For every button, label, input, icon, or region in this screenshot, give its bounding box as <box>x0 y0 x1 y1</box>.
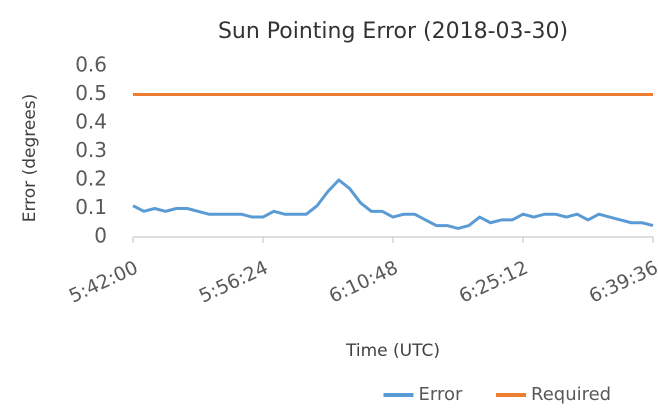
x-tick-label: 5:56:24 <box>196 257 272 308</box>
y-axis-label: Error (degrees) <box>20 94 40 223</box>
y-tick-label: 0.2 <box>75 167 107 191</box>
chart-title: Sun Pointing Error (2018-03-30) <box>218 19 568 44</box>
y-tick-label: 0.6 <box>75 53 107 77</box>
x-axis-label: Time (UTC) <box>345 341 440 361</box>
y-tick-label: 0.1 <box>75 195 107 219</box>
x-tick-label: 5:42:00 <box>66 257 142 308</box>
y-tick-label: 0.5 <box>75 81 107 105</box>
x-tick-label: 6:39:36 <box>586 257 658 308</box>
legend-label: Error <box>419 384 463 405</box>
series-line <box>132 178 654 230</box>
x-tick-label: 6:25:12 <box>456 257 532 308</box>
x-tick-label: 6:10:48 <box>326 257 402 308</box>
y-tick-label: 0.3 <box>75 138 107 162</box>
y-tick-label: 0 <box>94 224 107 248</box>
y-tick-label: 0.4 <box>75 110 107 134</box>
legend-label: Required <box>531 384 611 405</box>
